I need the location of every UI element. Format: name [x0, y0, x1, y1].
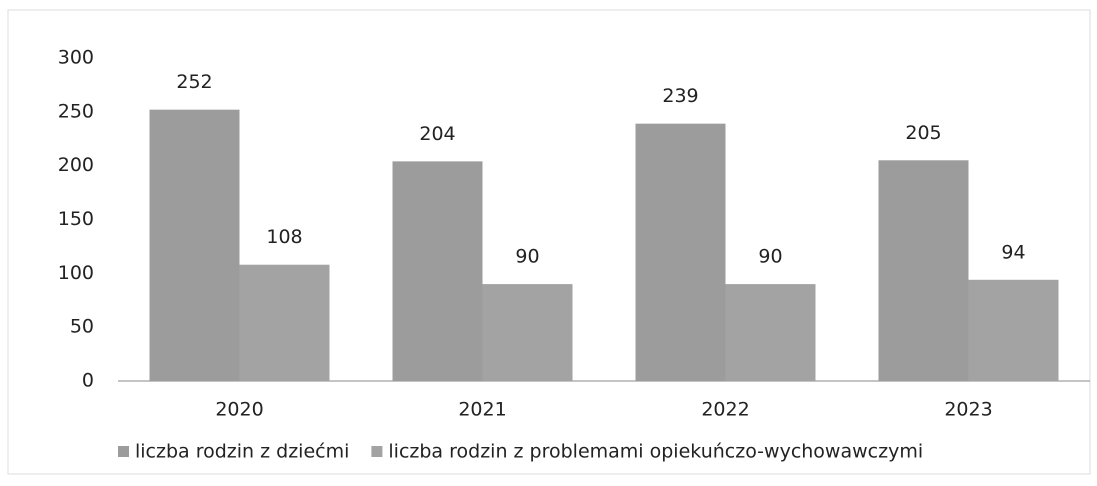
x-tick-label: 2020	[215, 399, 263, 421]
data-label: 205	[905, 122, 941, 144]
y-tick-label: 300	[58, 47, 94, 69]
data-label: 239	[662, 85, 698, 107]
legend-label: liczba rodzin z dziećmi	[135, 441, 349, 463]
bar	[635, 123, 726, 381]
data-label: 252	[176, 71, 212, 93]
y-tick-label: 250	[58, 100, 94, 122]
data-label: 94	[1001, 241, 1025, 263]
y-tick-label: 100	[58, 262, 94, 284]
bar	[149, 109, 240, 382]
chart-frame	[7, 9, 1091, 475]
x-tick-label: 2021	[458, 399, 506, 421]
bar	[968, 279, 1059, 381]
x-tick-label: 2022	[701, 399, 749, 421]
data-label: 204	[419, 123, 455, 145]
y-tick-label: 50	[70, 316, 94, 338]
y-tick-label: 150	[58, 208, 94, 230]
bar	[725, 284, 816, 381]
y-tick-label: 0	[82, 370, 94, 392]
bar	[239, 264, 330, 381]
bar	[482, 284, 573, 381]
bar	[878, 160, 969, 381]
legend-swatch	[371, 446, 383, 457]
data-label: 90	[758, 246, 782, 268]
legend-swatch	[118, 446, 129, 457]
data-label: 90	[515, 246, 539, 268]
x-tick-label: 2023	[944, 399, 992, 421]
data-label: 108	[266, 226, 302, 248]
legend-label: liczba rodzin z problemami opiekuńczo-wy…	[388, 441, 923, 463]
y-tick-label: 200	[58, 154, 94, 176]
bar	[392, 161, 483, 381]
